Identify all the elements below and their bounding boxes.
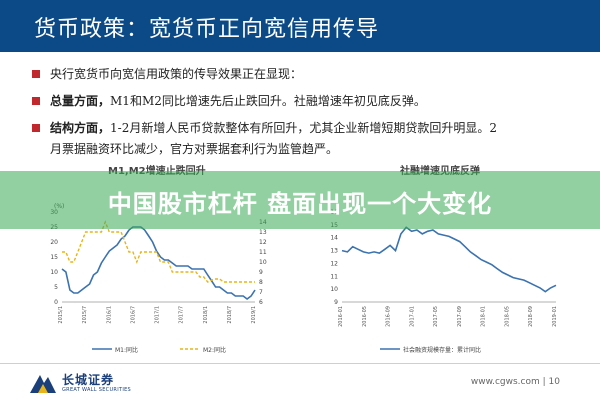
chart1-x-tick-label: 2017/7 bbox=[179, 306, 185, 324]
slide-title: 货币政策：宽货币正向宽信用传导 bbox=[34, 17, 380, 42]
chart2-x-tick-label: 2016-01 bbox=[338, 306, 344, 327]
chart2-y-tick-label: 11 bbox=[330, 273, 338, 280]
chart2-x-tick-label: 2016-05 bbox=[362, 306, 368, 327]
chart2-x-tick-label: 2017-01 bbox=[409, 306, 415, 327]
chart1-series-m1-line bbox=[61, 226, 256, 301]
bullet-text: 1-2月新增人民币贷款整体有所回升，尤其企业新增短期贷款回升明显。2 bbox=[110, 121, 497, 135]
chart2-x-tick-label: 2017-05 bbox=[433, 306, 439, 327]
footer-divider bbox=[0, 363, 600, 364]
bullet-text-continued: 月票据融资环比减少，官方对票据套利行为监管趋严。 bbox=[50, 142, 339, 156]
chart2-y-tick-label: 9 bbox=[334, 299, 338, 306]
chart2-y-tick-label: 12 bbox=[330, 260, 338, 267]
chart1-x-tick-label: 2015/7 bbox=[82, 306, 88, 324]
chart1-x-tick-label: 2015/1 bbox=[58, 306, 64, 324]
bullet-item-3: 结构方面，1-2月新增人民币贷款整体有所回升，尤其企业新增短期贷款回升明显。2 … bbox=[30, 118, 578, 160]
chart1-right-tick-label: 13 bbox=[259, 229, 267, 236]
chart1-right-tick-label: 12 bbox=[259, 239, 267, 246]
footer-url: www.cgws.com bbox=[470, 377, 540, 387]
chart1-right-tick-label: 11 bbox=[259, 249, 267, 256]
chart1-left-tick-label: 15 bbox=[50, 254, 58, 261]
chart1-x-tick-label: 2018/7 bbox=[227, 306, 233, 324]
headline-banner: 中国股市杠杆 盘面出现一个大变化 bbox=[0, 171, 600, 229]
chart1-legend-m2-label: M2:同比 bbox=[203, 346, 226, 354]
chart2-x-tick-label: 2017-09 bbox=[457, 306, 463, 327]
chart1-x-tick-label: 2017/1 bbox=[155, 306, 161, 324]
chart2-y-tick-label: 13 bbox=[330, 248, 338, 255]
chart2-x-tick-label: 2016-09 bbox=[386, 306, 392, 327]
footer-url-page: www.cgws.com | 10 bbox=[471, 377, 560, 387]
chart1-legend-m1-label: M1:同比 bbox=[115, 346, 138, 354]
chart1-right-tick-label: 6 bbox=[259, 299, 263, 306]
chart1-x-tick-label: 2018/1 bbox=[203, 306, 209, 324]
chart1-left-tick-label: 5 bbox=[54, 284, 58, 291]
bullet-square-icon bbox=[32, 97, 40, 105]
chart1-right-tick-label: 9 bbox=[259, 269, 263, 276]
chart1-left-tick-label: 20 bbox=[50, 239, 58, 246]
footer-separator: | bbox=[542, 377, 549, 387]
bullet-item-2: 总量方面，M1和M2同比增速先后止跌回升。社融增速年初见底反弹。 bbox=[30, 91, 578, 112]
bullet-list: 央行宽货币向宽信用政策的传导效果正在显现： 总量方面，M1和M2同比增速先后止跌… bbox=[30, 64, 578, 160]
chart1-x-tick-label: 2019/1 bbox=[251, 306, 257, 324]
chart1-left-tick-label: 10 bbox=[50, 269, 58, 276]
headline-banner-text: 中国股市杠杆 盘面出现一个大变化 bbox=[107, 190, 493, 218]
chart2-x-tick-label: 2018-05 bbox=[504, 306, 510, 327]
chart2-x-tick-label: 2019-01 bbox=[552, 306, 558, 327]
bullet-text: M1和M2同比增速先后止跌回升。社融增速年初见底反弹。 bbox=[110, 94, 426, 108]
chart2-x-tick-label: 2018-09 bbox=[528, 306, 534, 327]
chart2-y-tick-label: 10 bbox=[330, 286, 338, 293]
bullet-item-1: 央行宽货币向宽信用政策的传导效果正在显现： bbox=[30, 64, 578, 85]
slide-header: 货币政策：宽货币正向宽信用传导 bbox=[0, 0, 600, 52]
chart1-left-tick-label: 0 bbox=[54, 299, 58, 306]
bullet-bold-lead: 总量方面， bbox=[50, 94, 111, 108]
bullet-square-icon bbox=[32, 70, 40, 78]
bullet-text: 央行宽货币向宽信用政策的传导效果正在显现： bbox=[50, 67, 303, 81]
company-name-en: GREAT WALL SECURITIES bbox=[62, 387, 132, 393]
chart1-right-tick-label: 7 bbox=[259, 289, 263, 296]
bullet-bold-lead: 结构方面， bbox=[50, 121, 111, 135]
chart2-y-tick-label: 14 bbox=[330, 235, 338, 242]
chart1-right-tick-label: 8 bbox=[259, 279, 263, 286]
chart1-series-m2-line bbox=[62, 220, 255, 283]
bullet-square-icon bbox=[32, 124, 40, 132]
chart2-series-social-finance-line bbox=[341, 226, 557, 293]
chart1-x-tick-label: 2016/1 bbox=[106, 306, 112, 324]
chart1-x-tick-label: 2016/7 bbox=[130, 306, 136, 324]
chart1-right-tick-label: 10 bbox=[259, 259, 267, 266]
page-number: 10 bbox=[548, 377, 560, 387]
chart2-x-tick-label: 2018-01 bbox=[481, 306, 487, 327]
chart2-legend-label: 社会融资规模存量：累计同比 bbox=[403, 346, 481, 354]
company-name-cn: 长城证券 bbox=[62, 373, 115, 387]
great-wall-logo-icon bbox=[30, 375, 56, 393]
